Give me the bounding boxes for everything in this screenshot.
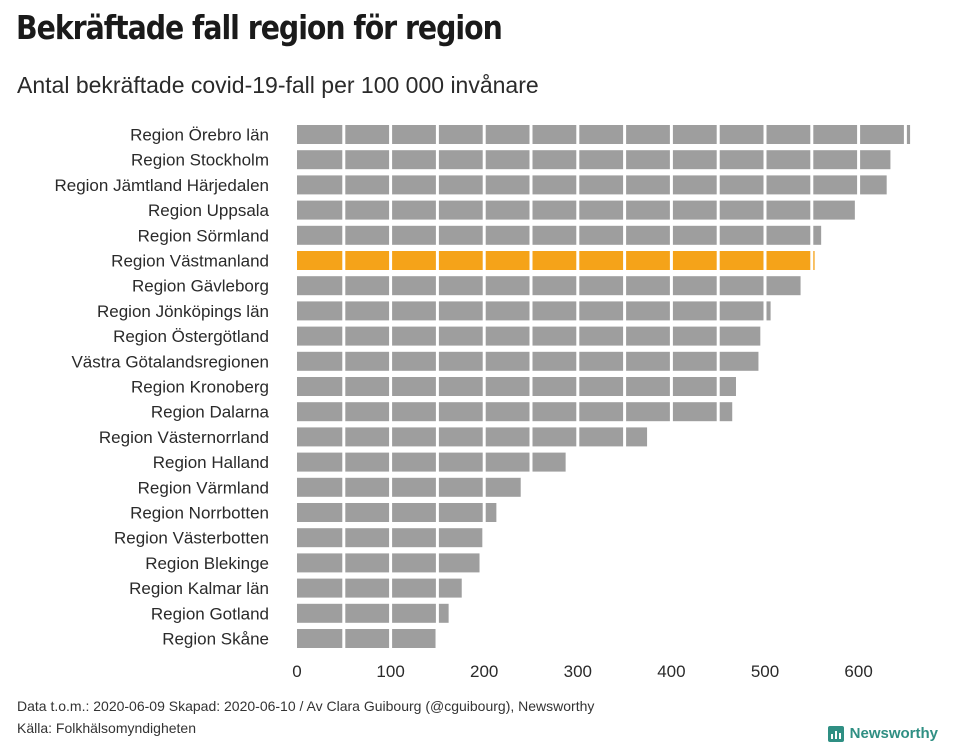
category-label: Region Gävleborg xyxy=(132,277,269,296)
category-label: Region Blekinge xyxy=(145,554,269,573)
bar xyxy=(297,225,822,245)
bar xyxy=(297,629,436,648)
category-label: Region Gotland xyxy=(151,604,269,623)
bar xyxy=(297,125,911,144)
category-label: Region Halland xyxy=(153,453,269,472)
newsworthy-logo-icon xyxy=(827,725,844,742)
category-label: Region Östergötland xyxy=(113,327,269,346)
x-tick-label: 500 xyxy=(751,662,779,681)
category-label: Region Stockholm xyxy=(131,151,269,170)
category-label: Region Uppsala xyxy=(148,201,270,220)
x-tick-label: 200 xyxy=(470,662,498,681)
footer-credits: Data t.o.m.: 2020-06-09 Skapad: 2020-06-… xyxy=(17,698,595,714)
bar xyxy=(297,175,887,195)
category-label: Region Sörmland xyxy=(138,226,269,245)
category-label: Region Örebro län xyxy=(130,126,269,145)
category-label: Region Kronoberg xyxy=(131,378,269,397)
footer-source: Källa: Folkhälsomyndigheten xyxy=(17,720,196,736)
bar xyxy=(297,150,891,170)
bar xyxy=(297,578,462,598)
category-label: Region Västerbotten xyxy=(114,529,269,548)
category-label: Region Värmland xyxy=(138,478,269,497)
brand-logo: Newsworthy xyxy=(827,725,938,742)
category-label: Region Kalmar län xyxy=(129,579,269,598)
bar xyxy=(297,553,480,573)
chart-subtitle: Antal bekräftade covid-19-fall per 100 0… xyxy=(17,72,539,98)
category-label: Region Norrbotten xyxy=(130,504,269,523)
bar xyxy=(297,326,761,346)
brand-name: Newsworthy xyxy=(849,725,938,742)
bar xyxy=(297,251,815,270)
x-tick-label: 600 xyxy=(844,662,872,681)
category-label: Region Jämtland Härjedalen xyxy=(54,176,269,195)
category-label: Region Västernorrland xyxy=(99,428,269,447)
chart-title: Bekräftade fall region för region xyxy=(16,8,503,47)
category-label: Region Skåne xyxy=(162,630,269,649)
bar xyxy=(297,477,521,497)
bar xyxy=(297,301,771,321)
category-label: Region Dalarna xyxy=(151,403,270,422)
x-tick-label: 100 xyxy=(376,662,404,681)
x-tick-label: 0 xyxy=(292,662,301,681)
bar xyxy=(297,377,736,396)
category-label: Region Jönköpings län xyxy=(97,302,269,321)
bar xyxy=(297,427,648,447)
category-label: Västra Götalandsregionen xyxy=(71,352,269,371)
bar xyxy=(297,351,759,371)
bar xyxy=(297,402,733,422)
bar xyxy=(297,503,497,522)
bar xyxy=(297,276,801,296)
x-tick-label: 400 xyxy=(657,662,685,681)
bar xyxy=(297,603,449,623)
bar xyxy=(297,200,855,220)
bar-chart: Region Örebro län Region Stockholm Region … xyxy=(54,123,911,681)
bar xyxy=(297,452,566,472)
x-tick-label: 300 xyxy=(564,662,592,681)
category-label: Region Västmanland xyxy=(111,252,269,271)
